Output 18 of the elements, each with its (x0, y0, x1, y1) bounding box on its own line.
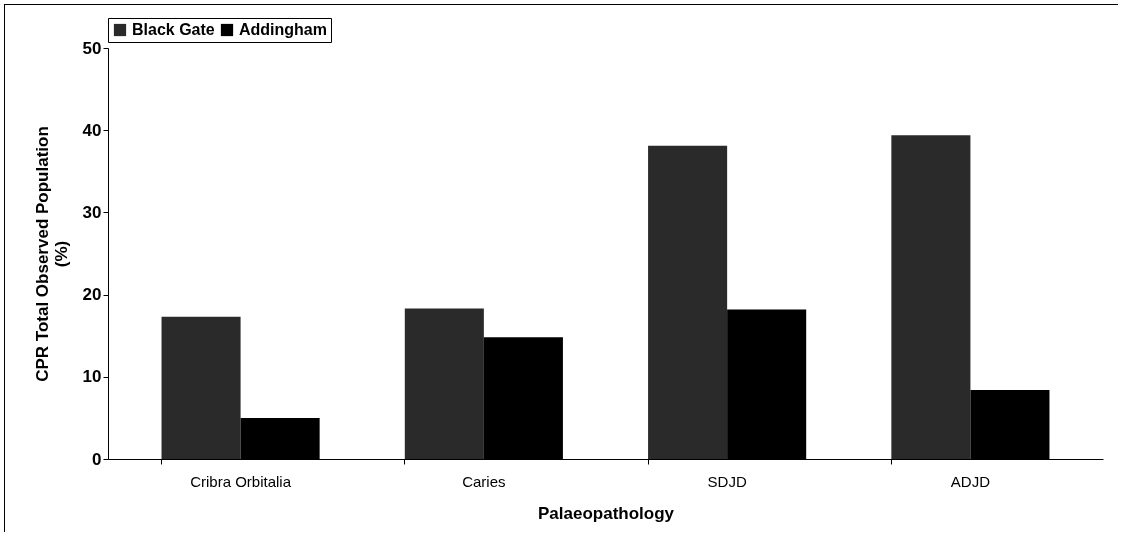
bar (161, 316, 241, 459)
y-tick-label: 0 (92, 449, 102, 469)
y-tick-label: 50 (82, 38, 102, 58)
x-tick-label: Cribra Orbitalia (190, 472, 292, 490)
y-axis-title: CPR Total Observed Population (%) (32, 126, 71, 382)
legend-label: Black Gate (132, 21, 215, 38)
y-tick-label: 10 (82, 367, 102, 387)
x-tick-label: ADJD (950, 472, 991, 490)
bar (404, 308, 484, 459)
x-tick-label: SDJD (707, 472, 747, 490)
y-tick-label: 20 (82, 285, 102, 305)
y-tick-label: 40 (82, 120, 102, 140)
x-tick-label: Caries (462, 472, 506, 490)
x-axis-title: Palaeopathology (537, 503, 675, 523)
bar (648, 145, 728, 459)
legend-label: Addingham (239, 21, 327, 38)
bar (891, 135, 971, 459)
y-tick-label: 30 (82, 202, 102, 222)
